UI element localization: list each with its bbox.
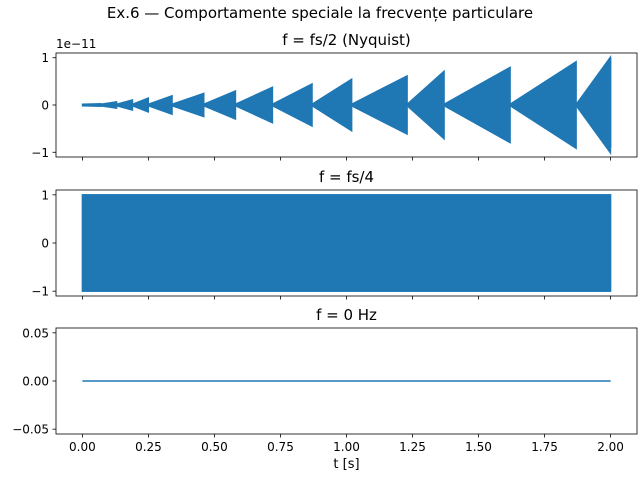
x-axis-label: t [s] [333,457,359,472]
y-tick-label: 0.05 [22,326,49,340]
signal-envelope-segment [116,99,134,111]
subplot-1: f = fs/2 (Nyquist) −1 0 1 1e−11 [31,31,638,161]
x-tick-label: 0.00 [69,440,96,454]
x-tick-label: 1.75 [531,440,558,454]
signal-envelope-segment [311,77,353,133]
signal-envelope-segment [351,74,408,136]
plot-area [81,194,612,292]
y-tick-label: 0.00 [22,375,49,389]
signal-band [81,194,612,292]
plot-area [81,54,612,156]
signal-envelope-segment [406,69,445,141]
y-tick-label: 0 [41,99,49,113]
signal-envelope-segment [147,94,173,116]
y-tick-label: −0.05 [12,423,49,437]
y-tick-label: −1 [31,146,49,160]
y-tick-label: 1 [41,51,49,65]
x-tick-label: 1.00 [333,440,360,454]
subplot-title: f = fs/2 (Nyquist) [282,31,411,49]
x-tick-label: 0.50 [201,440,228,454]
subplot-3: f = 0 Hz −0.05 0.00 0.05 0.00 0.25 0.50 0.75 1.0… [12,306,638,472]
subplot-title: f = fs/4 [319,168,374,186]
signal-envelope-segment [131,97,150,113]
signal-envelope-segment [234,86,274,124]
signal-envelope-segment [271,82,313,128]
x-tick-label: 0.25 [135,440,162,454]
signal-envelope-segment [443,66,511,144]
y-tick-label: 1 [41,188,49,202]
signal-envelope-segment [203,89,237,121]
x-tick-label: 1.50 [465,440,492,454]
subplot-title: f = 0 Hz [316,306,377,324]
y-scale-label: 1e−11 [56,37,96,51]
y-tick-label: −1 [31,285,49,299]
x-tick-label: 0.75 [267,440,294,454]
y-tick-label: 0 [41,237,49,251]
signal-envelope-segment [509,60,577,150]
signal-envelope-segment [171,92,205,118]
x-tick-label: 2.00 [597,440,624,454]
signal-envelope-segment [575,54,612,156]
subplot-2: f = fs/4 −1 0 1 [31,168,638,300]
x-tick-label: 1.25 [399,440,426,454]
figure-suptitle: Ex.6 — Comportamente speciale la frecven… [107,4,533,22]
